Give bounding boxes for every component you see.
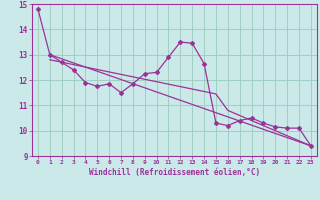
- X-axis label: Windchill (Refroidissement éolien,°C): Windchill (Refroidissement éolien,°C): [89, 168, 260, 177]
